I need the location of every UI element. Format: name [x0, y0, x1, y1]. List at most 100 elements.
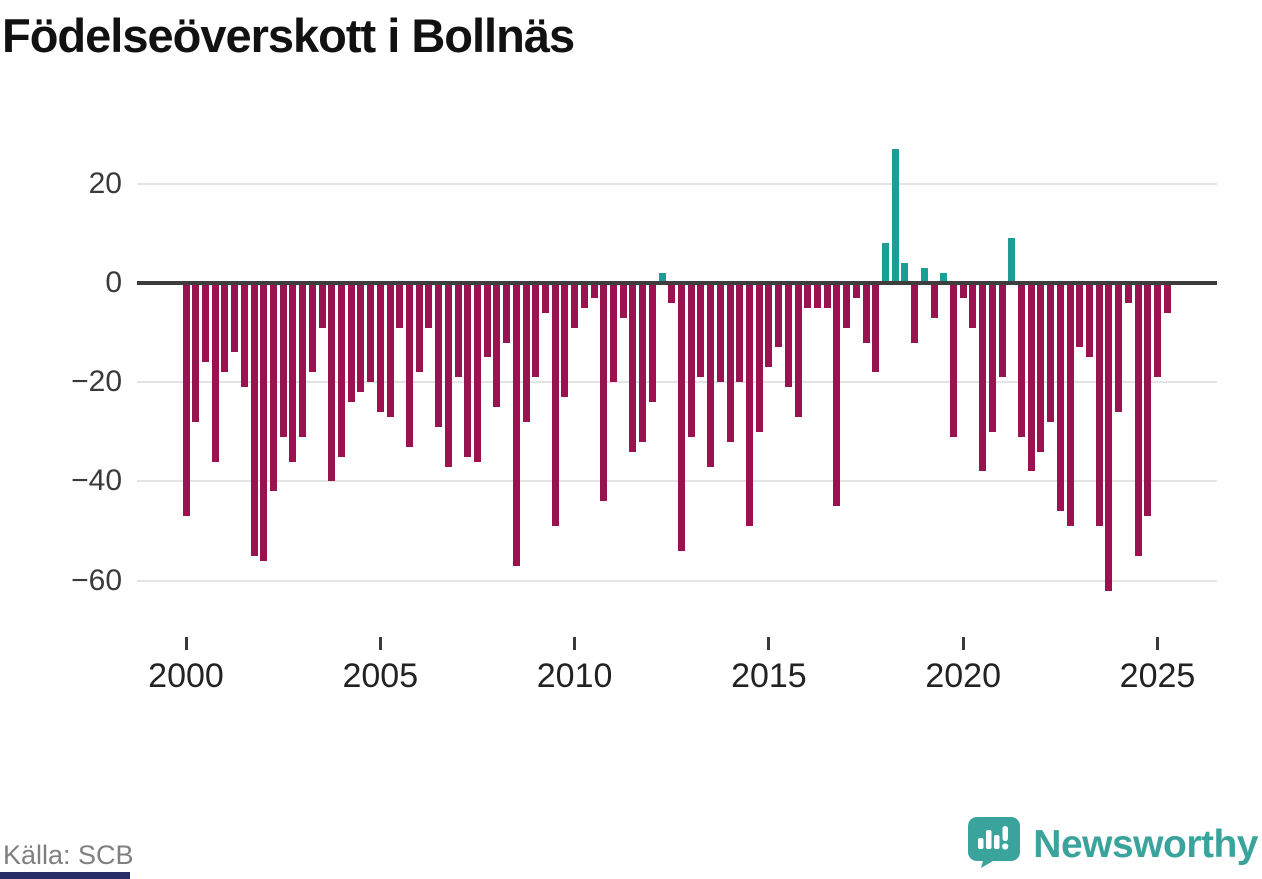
- y-axis-labels: 20 0 −20 −40 −60: [0, 145, 122, 645]
- bar-2012-q3: [668, 283, 676, 303]
- y-axis-tick-label: −60: [71, 563, 122, 597]
- newsworthy-logo-icon: [967, 816, 1021, 873]
- bar-2002-q1: [260, 283, 268, 561]
- x-axis-tick-2010: [573, 637, 577, 650]
- x-axis-label-2010: 2010: [536, 657, 613, 695]
- bar-2000-q2: [192, 283, 200, 422]
- bar-2024-q1: [1115, 283, 1123, 412]
- bar-2017-q3: [862, 283, 870, 343]
- newsworthy-branding: Newsworthy: [967, 816, 1258, 873]
- bar-2010-q3: [590, 283, 598, 298]
- bar-2011-q1: [609, 283, 617, 383]
- y-axis-tick-label: −20: [71, 365, 122, 399]
- bar-2010-q4: [600, 283, 608, 502]
- bar-2015-q2: [775, 283, 783, 348]
- bar-2001-q1: [221, 283, 229, 373]
- bar-2022-q1: [1037, 283, 1045, 452]
- bar-2002-q2: [269, 283, 277, 492]
- bar-2005-q4: [405, 283, 413, 447]
- x-axis-label-2015: 2015: [731, 657, 807, 695]
- bar-2019-q1: [920, 268, 928, 283]
- bar-2001-q3: [240, 283, 248, 388]
- bar-2024-q3: [1134, 283, 1142, 556]
- bar-2008-q1: [493, 283, 501, 407]
- bar-2018-q4: [911, 283, 919, 343]
- bar-2010-q1: [571, 283, 579, 328]
- x-axis-tick-2015: [767, 637, 771, 650]
- bar-2018-q1: [881, 243, 889, 283]
- bar-2006-q3: [435, 283, 443, 427]
- bar-2008-q4: [522, 283, 530, 422]
- bar-2006-q1: [415, 283, 423, 373]
- bar-2019-q4: [949, 283, 957, 437]
- gridline-20: [137, 182, 1217, 185]
- bar-2014-q1: [726, 283, 734, 442]
- bar-2008-q2: [503, 283, 511, 343]
- y-axis-tick-label: −40: [71, 464, 122, 498]
- bar-2009-q2: [541, 283, 549, 313]
- x-axis-label-2005: 2005: [342, 657, 419, 695]
- bar-2016-q2: [813, 283, 821, 308]
- bar-2015-q3: [784, 283, 792, 388]
- bar-2020-q3: [979, 283, 987, 472]
- bar-2007-q4: [483, 283, 491, 358]
- bar-2013-q4: [716, 283, 724, 383]
- bar-2021-q1: [998, 283, 1006, 378]
- bar-2004-q1: [337, 283, 345, 457]
- gridline-−20: [137, 381, 1217, 384]
- x-axis-tick-2025: [1156, 637, 1159, 650]
- bar-2008-q3: [512, 283, 520, 566]
- bar-2011-q2: [619, 283, 627, 318]
- bar-2002-q3: [279, 283, 287, 437]
- bar-2005-q3: [396, 283, 404, 328]
- bar-2014-q3: [745, 283, 753, 527]
- bar-2016-q3: [823, 283, 831, 308]
- bar-chart-plot-area: 2000 2005 2010 2015 2020 2025: [137, 145, 1217, 695]
- bar-2014-q2: [736, 283, 744, 383]
- bar-2021-q3: [1017, 283, 1025, 437]
- bar-2016-q1: [804, 283, 812, 308]
- bar-2007-q3: [473, 283, 481, 462]
- bar-2012-q1: [648, 283, 656, 403]
- bar-2017-q2: [852, 283, 860, 298]
- bar-2022-q4: [1066, 283, 1074, 527]
- bar-2009-q1: [532, 283, 540, 378]
- y-axis-tick-label: 20: [88, 166, 122, 200]
- x-axis-label-2020: 2020: [925, 657, 1001, 695]
- bar-2021-q4: [1027, 283, 1035, 472]
- bar-2000-q4: [211, 283, 219, 462]
- bar-2020-q4: [988, 283, 996, 432]
- bar-2021-q2: [1008, 238, 1016, 283]
- bar-2018-q2: [891, 149, 899, 283]
- bar-2023-q1: [1076, 283, 1084, 348]
- bar-2018-q3: [901, 263, 909, 283]
- bar-2004-q2: [347, 283, 355, 403]
- bar-2024-q4: [1144, 283, 1152, 517]
- bar-2009-q3: [551, 283, 559, 527]
- bar-2001-q4: [250, 283, 258, 556]
- zero-axis-line: [137, 281, 1217, 285]
- bar-2025-q1: [1154, 283, 1161, 378]
- bar-2024-q2: [1124, 283, 1132, 303]
- bar-2000-q3: [201, 283, 209, 363]
- bar-2012-q4: [677, 283, 685, 551]
- bar-2023-q4: [1105, 283, 1113, 591]
- source-caption: Källa: SCB: [3, 840, 134, 870]
- bar-2014-q4: [755, 283, 763, 432]
- bar-2013-q2: [697, 283, 705, 378]
- gridline-−40: [137, 480, 1217, 483]
- bar-2017-q1: [843, 283, 851, 328]
- bar-2015-q1: [765, 283, 773, 368]
- x-axis-label-2000: 2000: [148, 657, 224, 695]
- bar-2003-q4: [328, 283, 336, 482]
- bar-2007-q2: [464, 283, 472, 457]
- bottom-accent-strip: [0, 872, 130, 879]
- bar-2001-q2: [231, 283, 239, 353]
- bar-2025-q2: [1163, 283, 1171, 313]
- x-axis-tick-2020: [961, 637, 965, 650]
- newsworthy-wordmark: Newsworthy: [1033, 822, 1258, 866]
- bar-2020-q2: [969, 283, 977, 328]
- bar-2003-q3: [318, 283, 326, 328]
- bar-2007-q1: [454, 283, 462, 378]
- bar-2023-q3: [1095, 283, 1103, 527]
